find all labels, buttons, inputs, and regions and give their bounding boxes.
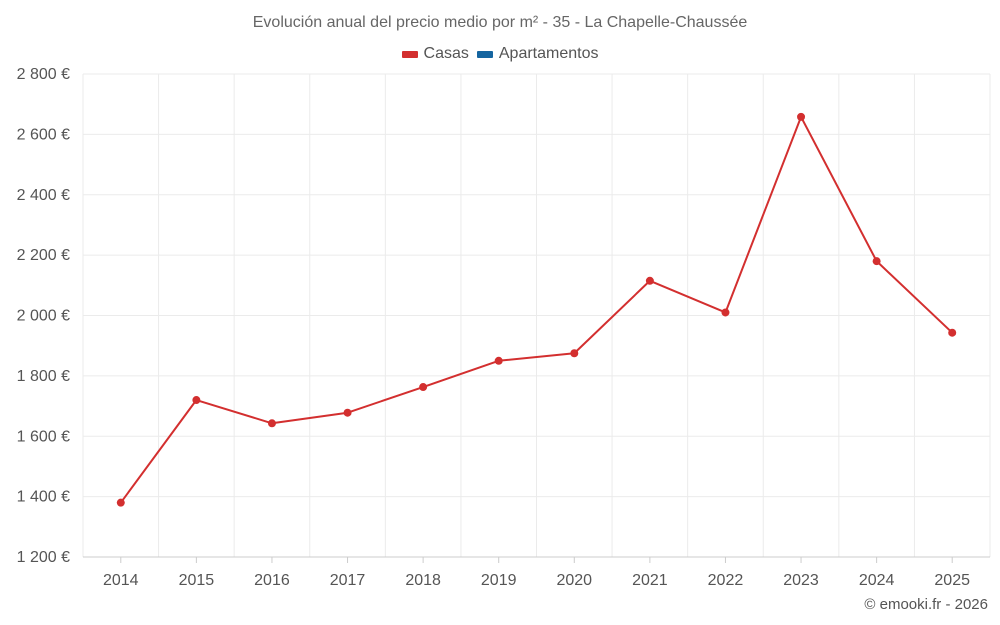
chart-title: Evolución anual del precio medio por m² … xyxy=(252,14,748,31)
y-tick-label: 2 000 € xyxy=(17,308,70,325)
x-tick-label: 2024 xyxy=(859,572,895,589)
data-point[interactable] xyxy=(721,308,730,317)
x-tick-label: 2021 xyxy=(632,572,668,589)
y-tick-label: 1 800 € xyxy=(17,368,70,385)
data-point[interactable] xyxy=(192,396,201,405)
x-tick-label: 2019 xyxy=(481,572,517,589)
y-tick-label: 2 600 € xyxy=(17,126,70,143)
x-tick-label: 2018 xyxy=(405,572,441,589)
y-tick-label: 1 600 € xyxy=(17,428,70,445)
data-point[interactable] xyxy=(948,328,957,337)
legend: Casas Apartamentos xyxy=(0,45,1000,63)
x-tick-label: 2014 xyxy=(103,572,139,589)
y-tick-label: 2 200 € xyxy=(17,247,70,264)
x-tick-label: 2016 xyxy=(254,572,290,589)
x-tick-label: 2022 xyxy=(708,572,744,589)
x-tick-label: 2020 xyxy=(556,572,592,589)
x-tick-label: 2017 xyxy=(330,572,366,589)
legend-item-casas[interactable]: Casas xyxy=(401,45,469,63)
axis-layer: 1 200 € 1 400 € 1 600 € 1 800 € 2 000 € 2 200… xyxy=(17,66,990,589)
x-tick-label: 2015 xyxy=(179,572,215,589)
y-tick-label: 2 400 € xyxy=(17,187,70,204)
x-tick-label: 2025 xyxy=(934,572,970,589)
legend-label-casas: Casas xyxy=(423,45,469,62)
legend-label-apartamentos: Apartamentos xyxy=(498,45,599,62)
data-point[interactable] xyxy=(267,419,276,428)
legend-swatch-apartamentos xyxy=(476,50,493,58)
legend-item-apartamentos[interactable]: Apartamentos xyxy=(476,45,599,63)
series-line-casas xyxy=(119,115,953,504)
grid-layer xyxy=(82,73,991,558)
data-point[interactable] xyxy=(797,112,806,121)
y-tick-label: 1 200 € xyxy=(17,549,70,566)
y-tick-label: 1 400 € xyxy=(17,489,70,506)
legend-swatch-casas xyxy=(401,50,418,58)
data-point[interactable] xyxy=(419,383,428,392)
data-point[interactable] xyxy=(343,408,352,417)
data-point[interactable] xyxy=(494,356,503,365)
data-point[interactable] xyxy=(645,276,654,285)
data-point[interactable] xyxy=(872,257,881,266)
series-layer xyxy=(116,112,957,507)
data-point[interactable] xyxy=(116,498,125,507)
x-tick-label: 2023 xyxy=(783,572,819,589)
data-point[interactable] xyxy=(570,349,579,358)
y-tick-label: 2 800 € xyxy=(17,66,70,83)
credits-text: © emooki.fr - 2026 xyxy=(864,596,988,613)
